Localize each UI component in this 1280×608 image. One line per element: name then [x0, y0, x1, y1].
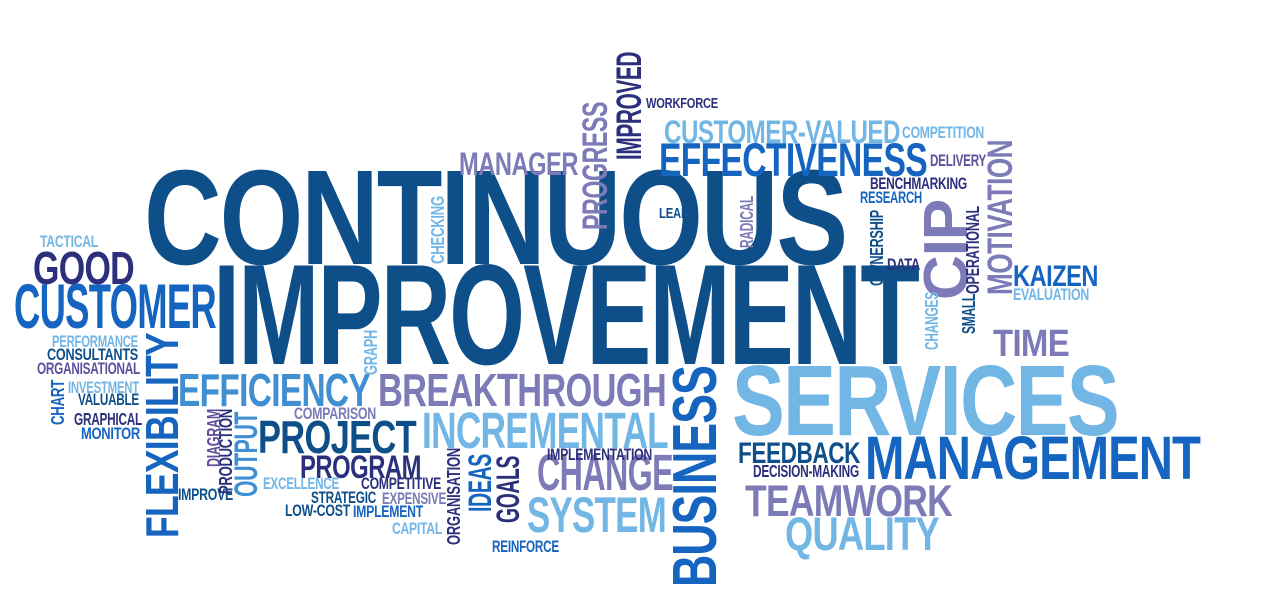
word-capital: CAPITAL	[392, 520, 442, 538]
word-manager: MANAGER	[459, 146, 578, 182]
word-strategic: STRATEGIC	[311, 489, 376, 507]
word-change: CHANGE	[537, 444, 674, 501]
word-teamwork: TEAMWORK	[745, 477, 953, 526]
word-implementation: IMPLEMENTATION	[547, 446, 652, 464]
word-project: PROJECT	[258, 411, 417, 463]
word-incremental: INCREMENTAL	[422, 402, 669, 459]
word-breakthrough: BREAKTHROUGH	[378, 364, 667, 416]
word-motivation: MOTIVATION	[981, 140, 1020, 295]
word-improvement: IMPROVEMENT	[213, 235, 920, 395]
word-goals: GOALS	[490, 456, 526, 523]
word-feedback: FEEDBACK	[738, 437, 860, 470]
word-research: RESEARCH	[860, 189, 922, 207]
word-effectiveness: EFFECTIVENESS	[659, 134, 928, 187]
word-system: SYSTEM	[527, 487, 667, 543]
word-comparison: COMPARISON	[294, 405, 376, 423]
word-output: OUTPUT	[228, 412, 264, 497]
word-customer: CUSTOMER	[14, 272, 217, 342]
word-benchmarking: BENCHMARKING	[870, 175, 967, 193]
word-good: GOOD	[33, 242, 135, 294]
word-program: PROGRAM	[300, 449, 421, 485]
word-delivery: DELIVERY	[930, 152, 986, 170]
word-operational: OPERATIONAL	[963, 206, 984, 294]
word-customer-valued: CUSTOMER-VALUED	[664, 114, 900, 150]
word-time: TIME	[993, 323, 1070, 365]
word-expensive: EXPENSIVE	[382, 490, 446, 508]
word-diagram: DIAGRAM	[204, 409, 225, 467]
word-data: DATA	[887, 256, 920, 274]
word-chart: CHART	[48, 380, 69, 425]
word-excellence: EXCELLENCE	[263, 475, 339, 493]
word-consultants: CONSULTANTS	[47, 346, 138, 364]
word-small: SMALL	[959, 294, 980, 334]
word-progress: PROGRESS	[576, 102, 615, 230]
word-radical: RADICAL	[737, 196, 758, 248]
word-competition: COMPETITION	[902, 124, 984, 142]
word-continuous: CONTINUOUS	[144, 142, 848, 293]
word-organisation: ORGANISATION	[444, 448, 465, 545]
word-tactical: TACTICAL	[40, 233, 98, 251]
word-graphical: GRAPHICAL	[74, 409, 142, 429]
word-quality: QUALITY	[785, 508, 940, 561]
word-changes: CHANGES	[922, 292, 943, 350]
word-implement: IMPLEMENT	[353, 503, 423, 521]
word-management: MANAGEMENT	[865, 424, 1201, 492]
word-competitive: COMPETITIVE	[361, 475, 441, 493]
word-investment: INVESTMENT	[68, 379, 139, 397]
word-valuable: VALUABLE	[78, 391, 139, 409]
word-lean: LEAN	[659, 206, 689, 222]
word-business: BUSINESS	[661, 366, 730, 587]
word-evaluation: EVALUATION	[1013, 286, 1089, 304]
word-improved: IMPROVED	[610, 52, 649, 160]
word-graph: GRAPH	[361, 330, 382, 375]
word-reinforce: REINFORCE	[492, 538, 559, 556]
word-low-cost: LOW-COST	[285, 502, 350, 520]
word-improve: IMPROVE	[178, 486, 233, 504]
word-efficiency: EFFICIENCY	[178, 364, 371, 416]
word-decision-making: DECISION-MAKING	[753, 461, 859, 481]
word-checking: CHECKING	[428, 196, 449, 264]
word-ideas: IDEAS	[462, 454, 498, 512]
word-workforce: WORKFORCE	[646, 96, 718, 112]
word-ownership: OWNERSHIP	[867, 210, 888, 286]
word-kaizen: KAIZEN	[1013, 260, 1098, 293]
word-monitor: MONITOR	[81, 425, 140, 443]
word-organisational: ORGANISATIONAL	[37, 360, 140, 378]
word-services: SERVICES	[732, 345, 1120, 457]
word-flexibility: FLEXIBILITY	[136, 333, 188, 538]
word-performance: PERFORMANCE	[52, 333, 138, 351]
